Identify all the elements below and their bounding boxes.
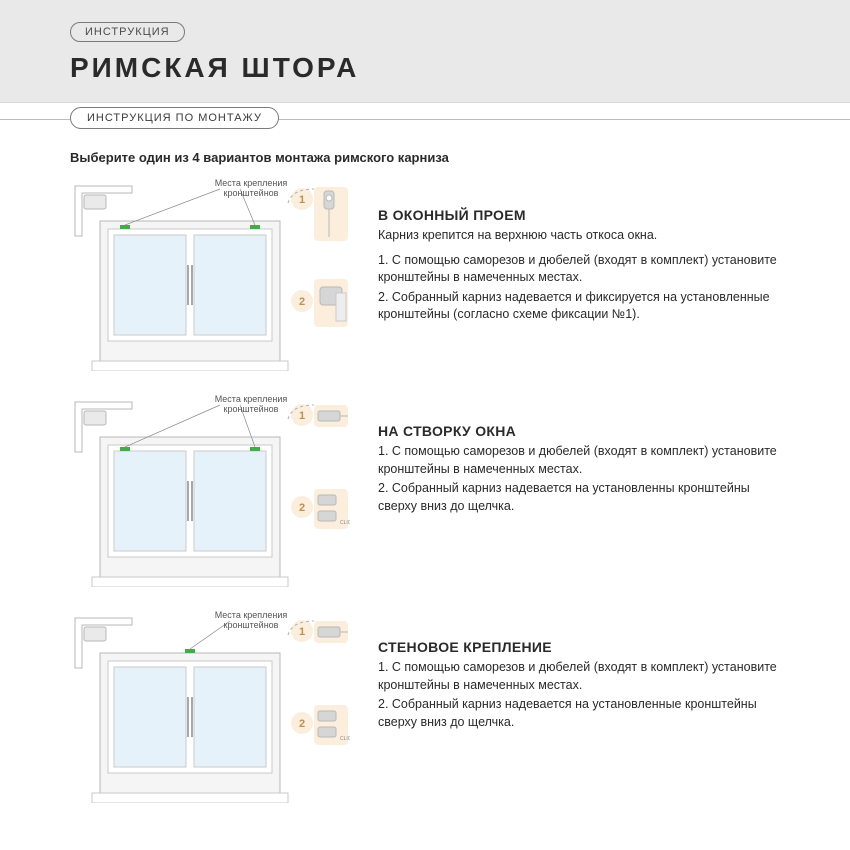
header: ИНСТРУКЦИЯ РИМСКАЯ ШТОРА xyxy=(0,0,850,103)
bracket-caption: Места крепления кронштейнов xyxy=(206,179,296,199)
content: Выберите один из 4 вариантов монтажа рим… xyxy=(0,136,850,813)
bracket-caption: Места крепления кронштейнов xyxy=(206,611,296,631)
option-text: В ОКОННЫЙ ПРОЕМ Карниз крепится на верхн… xyxy=(378,181,780,326)
option-figure: Места крепления кронштейнов xyxy=(70,181,350,371)
option-step: 2. Собранный карниз надевается на устано… xyxy=(378,696,780,731)
option-step: 2. Собранный карниз надевается на устано… xyxy=(378,480,780,515)
page-title: РИМСКАЯ ШТОРА xyxy=(70,52,780,84)
option-text: НА СТВОРКУ ОКНА 1. С помощью саморезов и… xyxy=(378,397,780,517)
svg-text:1: 1 xyxy=(299,410,305,422)
svg-text:CLICK: CLICK xyxy=(340,520,350,526)
option-title: НА СТВОРКУ ОКНА xyxy=(378,423,780,439)
svg-text:1: 1 xyxy=(299,194,305,206)
option-title: В ОКОННЫЙ ПРОЕМ xyxy=(378,207,780,223)
option-sub: Карниз крепится на верхнюю часть откоса … xyxy=(378,227,780,244)
lead: Выберите один из 4 вариантов монтажа рим… xyxy=(70,150,780,165)
option-text: СТЕНОВОЕ КРЕПЛЕНИЕ 1. С помощью саморезо… xyxy=(378,613,780,733)
svg-text:2: 2 xyxy=(299,296,305,308)
option-step: 1. С помощью саморезов и дюбелей (входят… xyxy=(378,659,780,694)
option-step: 2. Собранный карниз надевается и фиксиру… xyxy=(378,289,780,324)
svg-text:2: 2 xyxy=(299,718,305,730)
option-figure: Места крепления кронштейнов xyxy=(70,613,350,803)
option-row: Места крепления кронштейнов xyxy=(70,613,780,803)
option-row: Места крепления кронштейнов xyxy=(70,397,780,587)
option-figure: Места крепления кронштейнов xyxy=(70,397,350,587)
option-title: СТЕНОВОЕ КРЕПЛЕНИЕ xyxy=(378,639,780,655)
bracket-caption: Места крепления кронштейнов xyxy=(206,395,296,415)
svg-text:2: 2 xyxy=(299,502,305,514)
subheader-row: ИНСТРУКЦИЯ ПО МОНТАЖУ xyxy=(0,102,850,136)
subheader-pill: ИНСТРУКЦИЯ ПО МОНТАЖУ xyxy=(70,107,279,129)
option-step: 1. С помощью саморезов и дюбелей (входят… xyxy=(378,252,780,287)
svg-text:CLICK: CLICK xyxy=(340,736,350,742)
svg-text:1: 1 xyxy=(299,626,305,638)
option-row: Места крепления кронштейнов xyxy=(70,181,780,371)
header-pill: ИНСТРУКЦИЯ xyxy=(70,22,185,42)
option-step: 1. С помощью саморезов и дюбелей (входят… xyxy=(378,443,780,478)
